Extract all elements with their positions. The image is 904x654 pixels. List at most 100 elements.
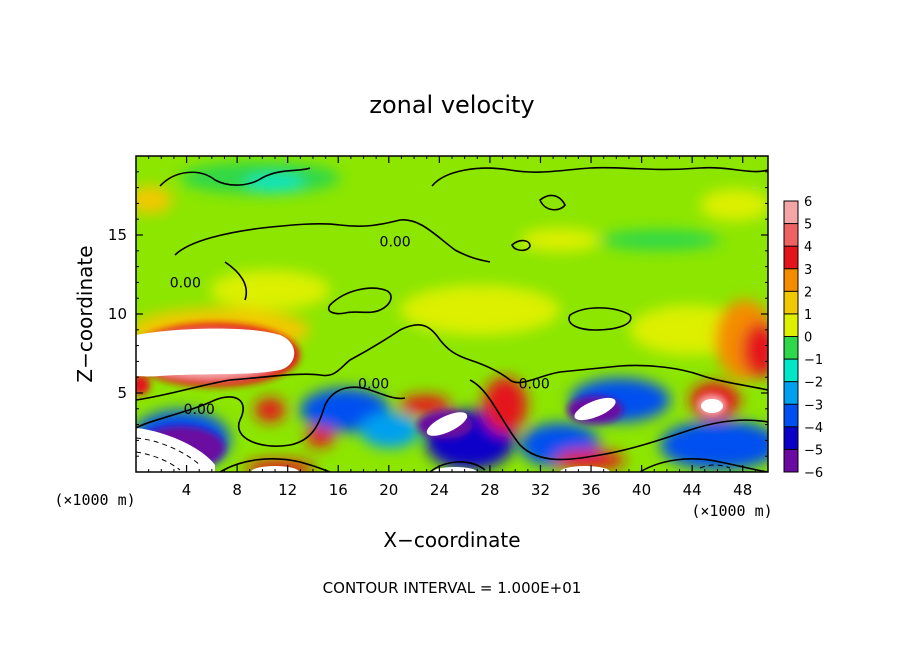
contour-blob-small2 <box>539 194 566 211</box>
blob-red-22 <box>400 395 450 415</box>
contour-top-mid <box>431 166 768 187</box>
blob-blue-46 <box>660 420 768 470</box>
colorbar-swatch <box>784 359 798 383</box>
contour-lines <box>136 166 768 472</box>
x-tick-label: 44 <box>683 481 702 499</box>
colorbar-tick-label: 6 <box>804 195 812 210</box>
contour-label-text: 0.00 <box>184 402 215 418</box>
colorbar-swatch <box>784 268 798 292</box>
contour-label-text: 0.00 <box>358 377 389 393</box>
x-axis: 4 8 12 16 20 24 28 32 36 40 44 48 <box>148 156 756 499</box>
colorbar-swatch <box>784 381 798 405</box>
colorbar-swatch <box>784 404 798 428</box>
white-jet-left <box>136 328 295 377</box>
blob-yellow-topright <box>700 189 768 221</box>
blob-yellow-topleft <box>136 186 172 214</box>
blob-red-12 <box>255 398 285 422</box>
blob-yellow-mid-left <box>210 270 330 310</box>
white-bottom-24 <box>433 467 477 472</box>
white-eddy-44 <box>701 399 723 413</box>
colorbar-swatch <box>784 336 798 360</box>
z-unit-note: (×1000 m) <box>54 491 135 509</box>
white-eddy-24 <box>426 412 468 436</box>
white-bottom-35 <box>560 466 610 472</box>
y-axis-label: Z−coordinate <box>73 245 97 382</box>
contour-label-text: 0.00 <box>380 234 411 250</box>
colorbar-tick-label: 2 <box>804 285 812 300</box>
contour-label: 0.00 <box>380 234 411 250</box>
contour-lateral-left <box>224 261 247 301</box>
colorbar-swatch <box>784 223 798 247</box>
colorbar-tick-label: 3 <box>804 263 812 278</box>
chart-title: zonal velocity <box>369 91 534 119</box>
dashed-contour-1 <box>136 437 201 466</box>
colorbar: 6 5 4 3 2 1 0 −1 −2 −3 −4 −5 −6 <box>783 195 823 481</box>
contour-label-text: 0.00 <box>170 275 201 291</box>
x-tick-label: 16 <box>329 481 348 499</box>
x-tick-label: 28 <box>480 481 499 499</box>
y-axis: 5 10 15 <box>108 171 768 457</box>
blob-cyan-20 <box>360 412 420 448</box>
plot-area: 0.00 0.00 0.00 0.00 0.00 <box>136 156 768 472</box>
x-tick-label: 32 <box>531 481 550 499</box>
blob-red-14 <box>306 427 334 447</box>
jet-red-side <box>136 375 150 395</box>
y-tick-label: 15 <box>108 226 127 244</box>
contour-lower-wave2 <box>469 379 768 461</box>
contour-lines-dashed <box>136 437 731 471</box>
contour-interval-footer: CONTOUR INTERVAL = 1.000E+01 <box>323 579 582 597</box>
blob-cyan-top2 <box>245 175 305 191</box>
contour-label: 0.00 <box>184 402 215 418</box>
colorbar-tick-label: −2 <box>804 376 823 391</box>
blob-red-right <box>742 322 768 378</box>
contour-mid-loop <box>327 287 392 315</box>
contour-label-text: 0.00 <box>519 377 550 393</box>
colorbar-tick-label: 1 <box>804 308 812 323</box>
colorbar-swatch <box>784 449 798 473</box>
colorbar-swatch <box>784 426 798 450</box>
contour-bottom-mid <box>429 461 486 472</box>
x-unit-note: (×1000 m) <box>691 502 772 520</box>
colorbar-tick-label: −5 <box>804 443 823 458</box>
contour-label: 0.00 <box>519 377 550 393</box>
colorbar-tick-label: −3 <box>804 398 823 413</box>
contour-lower-wave <box>136 386 406 447</box>
saturated-regions <box>136 328 723 472</box>
dashed-contour-2 <box>136 451 181 471</box>
x-tick-label: 24 <box>430 481 449 499</box>
colorbar-tick-label: −6 <box>804 466 823 481</box>
contour-labels: 0.00 0.00 0.00 0.00 0.00 <box>170 234 550 417</box>
colorbar-swatch <box>784 201 798 225</box>
contour-bottom-left <box>219 458 331 472</box>
blob-yellow-mid <box>400 285 560 335</box>
contour-upper-left-loop <box>174 219 491 263</box>
colorbar-swatch <box>784 246 798 270</box>
colorbar-swatch <box>784 291 798 315</box>
colorbar-swatch <box>784 313 798 337</box>
contour-bottom-right <box>639 458 768 472</box>
contour-blob-small1 <box>511 239 531 252</box>
x-tick-label: 8 <box>232 481 242 499</box>
x-tick-label: 12 <box>278 481 297 499</box>
contour-label: 0.00 <box>358 377 389 393</box>
blob-red-30 <box>483 377 527 433</box>
colorbar-tick-label: −1 <box>804 353 823 368</box>
dashed-contour-3 <box>699 464 731 469</box>
x-axis-label: X−coordinate <box>383 528 520 552</box>
x-tick-label: 48 <box>733 481 752 499</box>
contour-top-left <box>159 167 311 187</box>
contour-label: 0.00 <box>170 275 201 291</box>
colorbar-tick-label: 5 <box>804 218 812 233</box>
x-tick-label: 20 <box>379 481 398 499</box>
colorbar-tick-label: 4 <box>804 240 812 255</box>
contour-main-wave <box>136 324 768 401</box>
colorbar-tick-label: 0 <box>804 331 812 346</box>
white-eddy-37 <box>574 397 616 421</box>
y-tick-label: 5 <box>117 384 127 402</box>
y-tick-label: 10 <box>108 305 127 323</box>
blob-red-36 <box>555 450 625 470</box>
blob-yellow-mid2 <box>520 228 600 252</box>
contour-blob-38 <box>568 307 632 331</box>
x-tick-label: 40 <box>632 481 651 499</box>
